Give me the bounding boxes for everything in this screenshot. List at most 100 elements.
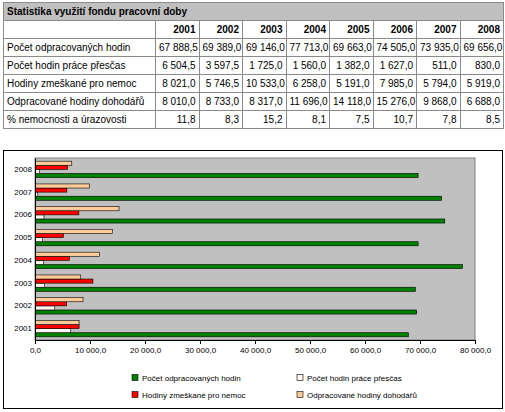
bar	[35, 279, 93, 283]
x-tick: 0,0	[30, 340, 42, 355]
data-row: Hodiny zmeškané pro nemoc8 021,05 746,51…	[4, 75, 504, 93]
x-tick-mark	[90, 340, 91, 344]
chart-frame	[4, 151, 503, 409]
y-tick-label: 2003	[14, 279, 32, 288]
column-header: 2006	[373, 21, 417, 39]
bar	[35, 184, 89, 188]
x-tick-label: 20 000,0	[130, 346, 162, 355]
bar	[35, 298, 83, 302]
title-row: Statistika využití fondu pracovní doby	[4, 3, 504, 21]
cell: 69 146,0	[243, 39, 287, 57]
y-tick-label: 2008	[14, 165, 32, 174]
y-tick: 2004	[14, 256, 35, 265]
table-title: Statistika využití fondu pracovní doby	[4, 3, 504, 21]
bar	[35, 238, 43, 242]
cell: 69 389,0	[199, 39, 243, 57]
column-header: 2001	[156, 21, 200, 39]
y-tick: 2003	[14, 279, 35, 288]
x-tick-mark	[420, 340, 421, 344]
x-tick-label: 80 000,0	[460, 346, 492, 355]
legend-swatch	[132, 392, 138, 398]
bar	[35, 333, 408, 337]
x-tick-mark	[200, 340, 201, 344]
cell: 69 656,0	[460, 39, 504, 57]
legend-item: Odpracované hodiny dohodářů	[297, 391, 417, 400]
y-axis-line	[35, 159, 36, 341]
bar	[35, 283, 44, 287]
bar	[35, 256, 69, 260]
cell: 67 888,5	[156, 39, 200, 57]
x-tick-mark	[365, 340, 366, 344]
cell: 6 688,0	[460, 93, 504, 111]
y-tick-label: 2004	[14, 256, 32, 265]
corner-cell	[4, 21, 156, 39]
y-axis: 20012002200320042005200620072008	[14, 159, 35, 341]
series	[35, 161, 119, 324]
legend-label: Odpracované hodiny dohodářů	[307, 391, 417, 400]
cell: 8 733,0	[199, 93, 243, 111]
bar	[35, 207, 119, 211]
cell: 15 276,0	[373, 93, 417, 111]
row-label: Počet odpracovaných hodin	[4, 39, 156, 57]
cell: 5 191,0	[330, 75, 374, 93]
cell: 6 258,0	[286, 75, 330, 93]
legend-swatch	[297, 392, 303, 398]
bars	[35, 161, 462, 337]
cell: 73 935,0	[417, 39, 461, 57]
bar	[35, 302, 67, 306]
plot-area	[35, 158, 475, 340]
bar	[35, 219, 445, 223]
column-header: 2007	[417, 21, 461, 39]
legend-label: Hodiny zmeškané pro nemoc	[142, 391, 246, 400]
column-header: 2005	[330, 21, 374, 39]
bar	[35, 161, 72, 165]
cell: 74 505,0	[373, 39, 417, 57]
cell: 8 010,0	[156, 93, 200, 111]
legend-swatch	[297, 375, 303, 381]
header-row: 20012002200320042005200620072008	[4, 21, 504, 39]
cell: 5 794,0	[417, 75, 461, 93]
cell: 1 382,0	[330, 57, 374, 75]
column-header: 2002	[199, 21, 243, 39]
column-header: 2004	[286, 21, 330, 39]
row-label: Počet hodin práce přesčas	[4, 57, 156, 75]
row-label: Odpracované hodiny dohodářů	[4, 93, 156, 111]
y-tick: 2001	[14, 324, 35, 333]
cell: 3 597,5	[199, 57, 243, 75]
cell: 511,0	[417, 57, 461, 75]
series	[35, 173, 462, 336]
x-tick: 30 000,0	[185, 340, 217, 355]
x-tick-label: 0,0	[30, 346, 42, 355]
column-header: 2003	[243, 21, 287, 39]
bar	[35, 196, 442, 200]
cell: 8,5	[460, 111, 504, 129]
x-tick-mark	[475, 340, 476, 344]
bar	[35, 165, 68, 169]
bar	[35, 264, 462, 268]
bar	[35, 234, 64, 238]
cell: 11,8	[156, 111, 200, 129]
x-tick: 10 000,0	[75, 340, 107, 355]
x-tick-label: 60 000,0	[350, 346, 382, 355]
legend-item: Počet odpracovaných hodin	[132, 374, 241, 383]
cell: 6 504,5	[156, 57, 200, 75]
data-row: % nemocnosti a úrazovosti11,88,315,28,17…	[4, 111, 504, 129]
bar	[35, 306, 55, 310]
cell: 9 868,0	[417, 93, 461, 111]
cell: 1 560,0	[286, 57, 330, 75]
data-row: Počet odpracovaných hodin67 888,569 389,…	[4, 39, 504, 57]
bar	[35, 188, 67, 192]
bar	[35, 169, 40, 173]
x-tick-label: 50 000,0	[295, 346, 327, 355]
bar	[35, 252, 99, 256]
y-tick: 2005	[14, 233, 35, 242]
cell: 5 919,0	[460, 75, 504, 93]
bar	[35, 329, 71, 333]
x-tick-mark	[310, 340, 311, 344]
x-tick: 70 000,0	[405, 340, 437, 355]
x-axis: 0,010 000,020 000,030 000,040 000,050 00…	[30, 340, 492, 355]
cell: 14 118,0	[330, 93, 374, 111]
x-tick-mark	[255, 340, 256, 344]
bar	[35, 310, 417, 314]
x-tick: 60 000,0	[350, 340, 382, 355]
